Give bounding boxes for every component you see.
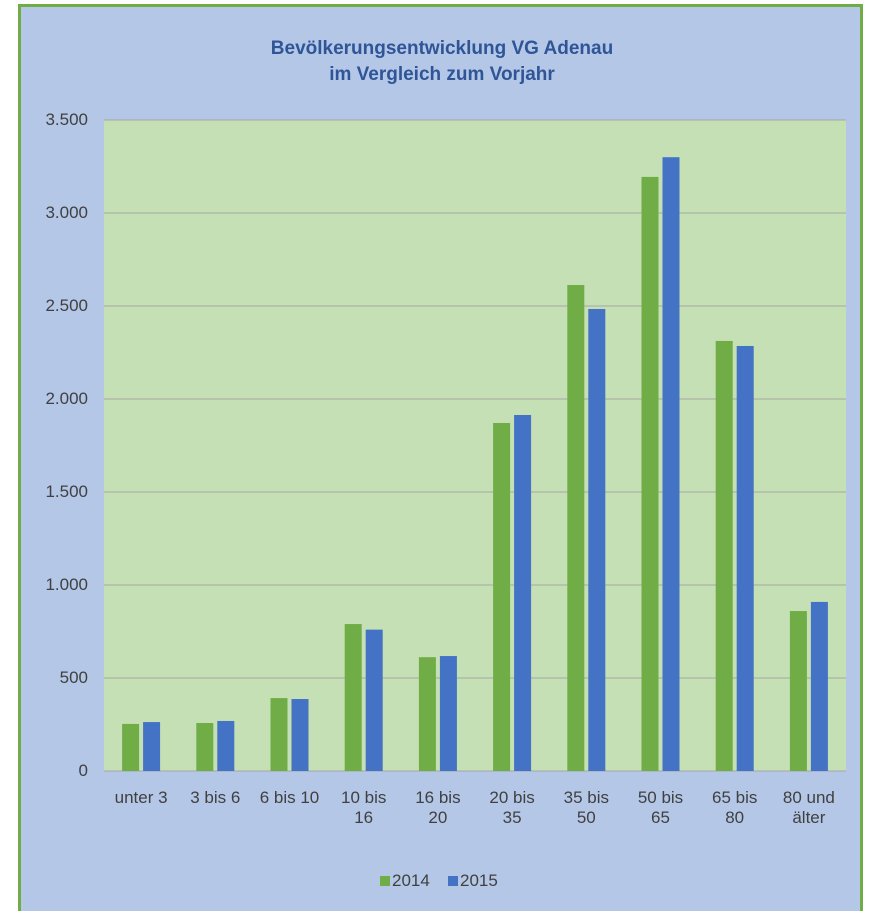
bar — [217, 720, 235, 771]
y-tick-label: 3.000 — [45, 203, 88, 222]
x-tick-label: 35 bis 50 — [563, 788, 609, 827]
y-tick-label: 0 — [78, 761, 88, 780]
bar — [736, 345, 754, 771]
x-tick-label: unter 3 — [114, 788, 168, 807]
bar — [641, 176, 659, 771]
x-tick-label: 6 bis 10 — [259, 788, 320, 807]
bar — [365, 629, 383, 771]
bar — [662, 157, 680, 771]
x-tick-label: 80 und älter — [782, 788, 835, 827]
bar — [567, 284, 585, 771]
y-tick-label: 1.000 — [45, 575, 88, 594]
bar — [789, 611, 807, 771]
x-tick-label: 3 bis 6 — [190, 788, 241, 807]
bar — [493, 422, 511, 771]
legend-swatch — [380, 876, 390, 886]
bar — [810, 601, 828, 771]
bar — [715, 340, 733, 771]
bar — [143, 722, 161, 771]
bar — [439, 656, 457, 771]
y-tick-label: 500 — [59, 668, 88, 687]
plot-area — [104, 120, 846, 771]
y-tick-label: 2.000 — [45, 389, 88, 408]
y-tick-label: 3.500 — [45, 110, 88, 129]
x-tick-label: 50 bis 65 — [637, 788, 684, 827]
bar — [122, 723, 140, 771]
legend-label: 2015 — [460, 871, 498, 890]
legend-label: 2014 — [392, 871, 430, 890]
x-tick-label: 10 bis 16 — [341, 788, 387, 827]
legend-swatch — [448, 876, 458, 886]
y-tick-label: 2.500 — [45, 296, 88, 315]
bar — [514, 414, 532, 771]
x-tick-label: 16 bis 20 — [415, 788, 461, 827]
chart-title: Bevölkerungsentwicklung VG Adenau im Ver… — [270, 38, 614, 85]
bar — [418, 657, 436, 771]
x-tick-label: 65 bis 80 — [712, 788, 758, 827]
bar — [344, 624, 362, 771]
bar — [196, 723, 214, 771]
bar — [588, 308, 606, 771]
x-tick-label: 20 bis 35 — [489, 788, 535, 827]
y-tick-label: 1.500 — [45, 482, 88, 501]
bar — [291, 699, 309, 771]
bar — [270, 698, 288, 771]
